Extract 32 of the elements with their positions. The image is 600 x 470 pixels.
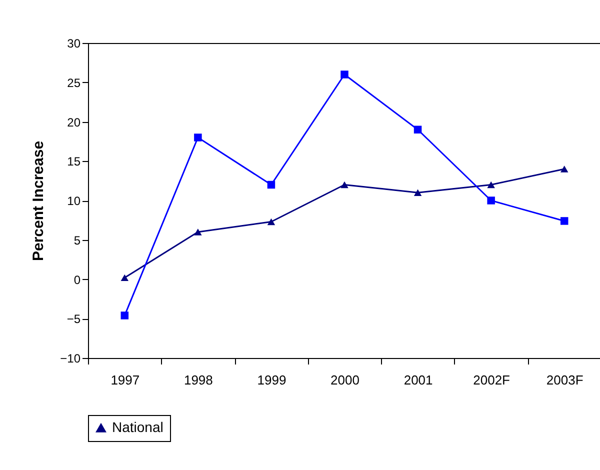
x-tick-label: 1998 [184,372,213,388]
point [487,196,495,204]
y-tick-label: 20 [67,115,81,130]
y-tick-label: −5 [66,312,81,326]
point [120,312,129,320]
x-tick-label: 2001 [404,372,433,388]
point [340,181,348,188]
point [560,166,568,172]
point [194,134,202,142]
point [414,189,422,196]
y-tick-label: 30 [67,36,81,50]
y-tick-label: 5 [74,233,81,248]
x-tick-label: 1999 [257,372,286,388]
x-tick-label: 2002F [473,372,510,388]
y-tick-label: 10 [67,194,81,208]
y-tick-label: 0 [74,272,81,287]
y-tick-label: 25 [67,76,81,90]
x-tick-label: 2003F [546,372,584,388]
y-tick-label: −10 [60,352,81,366]
point [194,228,202,236]
point [414,126,422,134]
point [560,217,568,225]
point [120,274,129,282]
y-tick-label: 15 [67,154,81,169]
y-axis-title: Percent Increase [30,140,48,262]
x-tick-label: 2000 [330,372,360,388]
x-tick-label: 1997 [110,372,140,388]
point [340,70,348,78]
point [487,181,495,188]
legend-label: National [112,419,164,435]
point [267,180,276,189]
point [267,218,276,226]
